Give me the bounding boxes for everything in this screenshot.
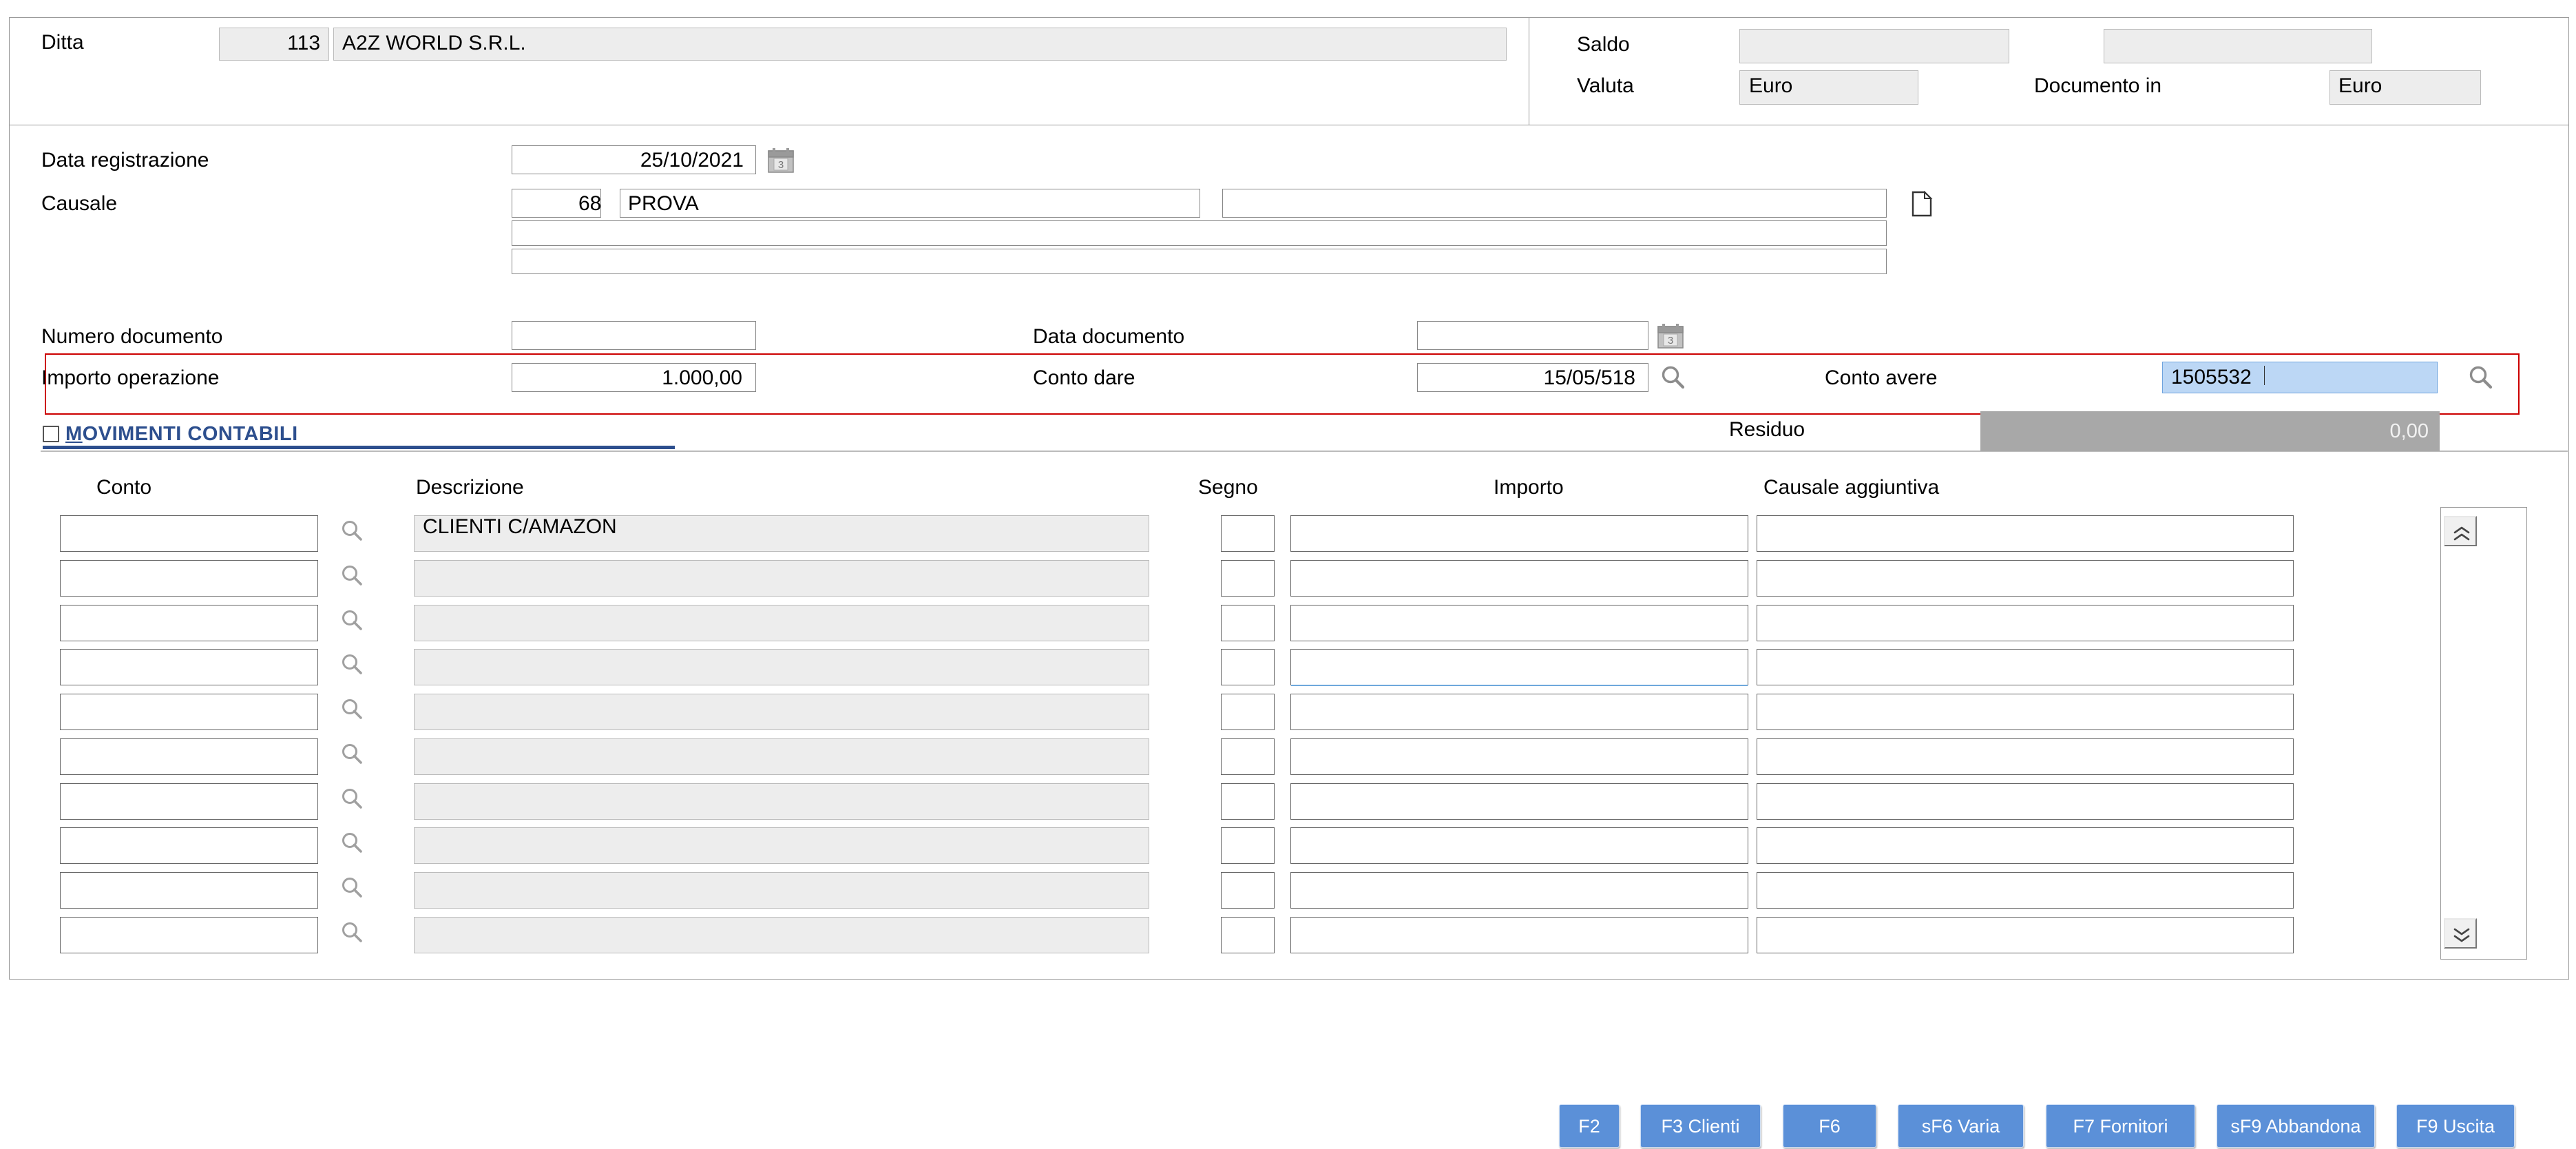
svg-text:3: 3 bbox=[778, 159, 784, 171]
svg-text:3: 3 bbox=[1668, 335, 1673, 346]
